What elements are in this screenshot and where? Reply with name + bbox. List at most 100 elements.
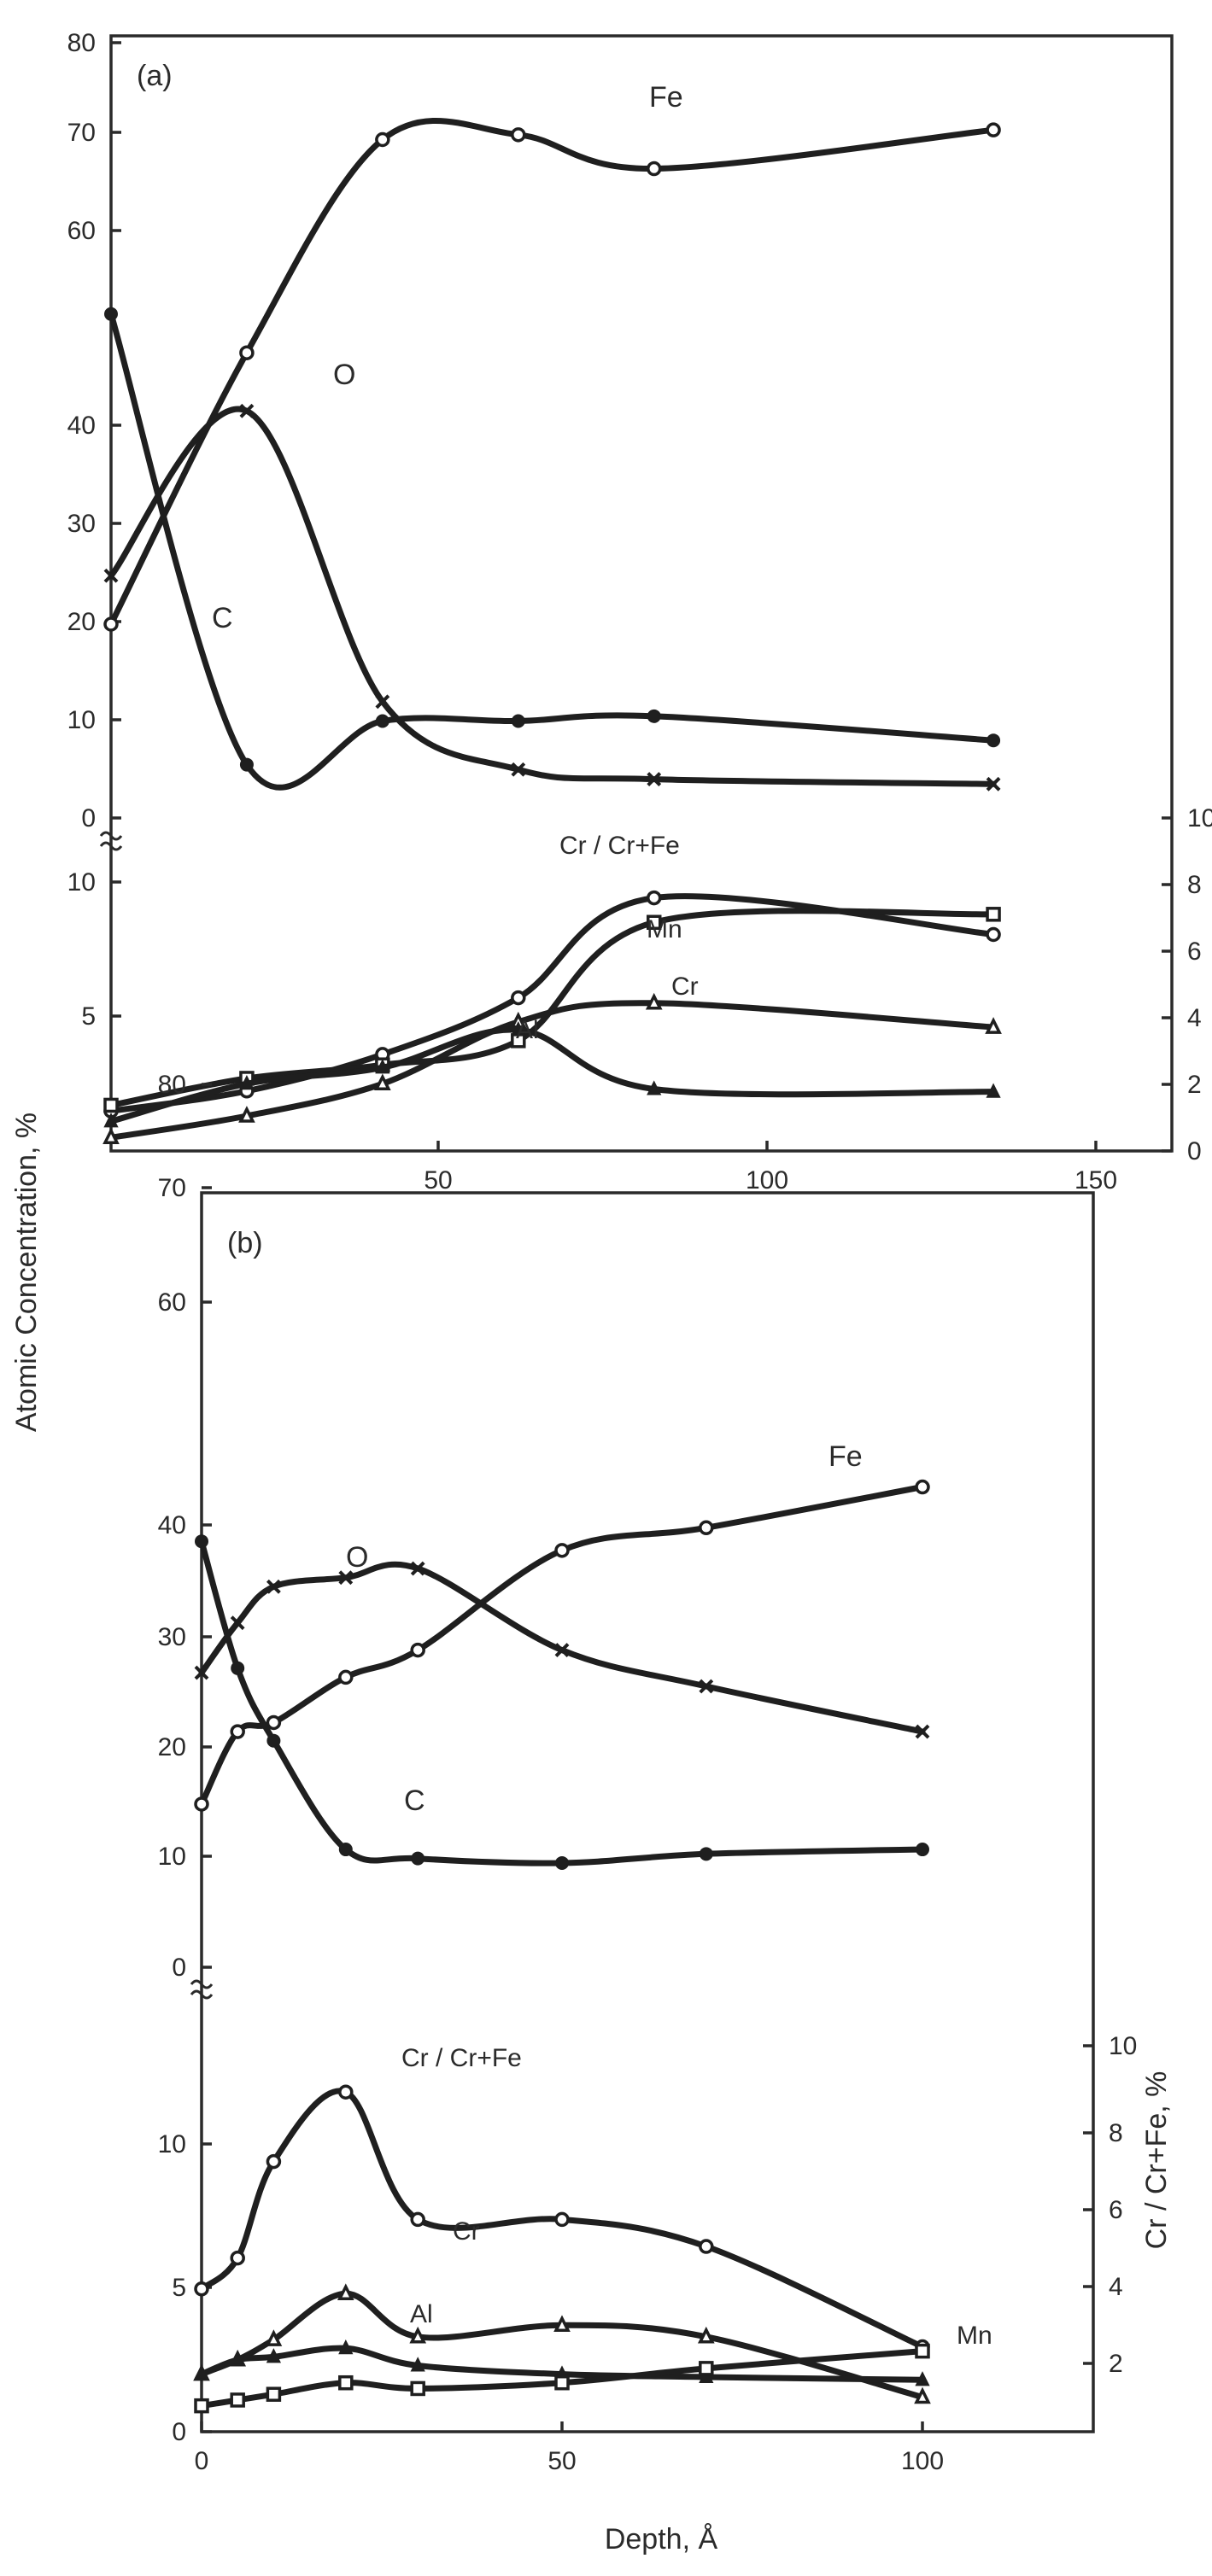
- panel-b-lower-point-al: [915, 2371, 930, 2386]
- panel-b-lower-point-cr: [409, 2326, 427, 2344]
- panel-b-lower-ytick-label: 0: [172, 2418, 186, 2446]
- panel-b-lower-point-al: [699, 2368, 714, 2383]
- panel-b-upper-point-fe: [699, 1520, 714, 1536]
- panel-b-upper-ytick-label: 30: [158, 1623, 186, 1651]
- panel-b-lower-annotation: Cr / Cr+Fe: [401, 2044, 522, 2072]
- panel-a-plot-frame: [109, 34, 1174, 1153]
- panel-a-xtick-label: 100: [746, 1166, 788, 1195]
- panel-a-upper-point-fe: [646, 161, 662, 177]
- panel-b-right-ytick-label: 2: [1109, 2350, 1123, 2378]
- panel-a-upper-point-fe: [511, 127, 526, 143]
- panel-b-lower-point-cr: [337, 2283, 354, 2300]
- panel-b-upper-point-c: [338, 1843, 353, 1857]
- panel-a-upper-point-c: [239, 757, 254, 772]
- panel-a-upper-point-c: [647, 709, 661, 723]
- panel-b-upper-ytick-label: 60: [158, 1288, 186, 1317]
- panel-b-upper-point-o-stroke: [230, 1615, 245, 1631]
- panel-b-upper-point-o: [915, 1724, 930, 1739]
- panel-a-upper-point-o: [239, 403, 255, 418]
- panel-a-lower-point-mn: [646, 914, 662, 930]
- panel-a-upper-point-o-stroke: [647, 772, 662, 787]
- panel-b-lower-point-mn: [230, 2392, 245, 2408]
- panel-b-upper-ytick-label: 80: [158, 1071, 186, 1099]
- panel-b-lower-annotation: Al: [410, 2300, 433, 2328]
- panel-b-lower-point-al: [194, 2365, 209, 2380]
- panel-b-lower-point-mn: [554, 2374, 570, 2391]
- panel-b-lower-ytick-label: 5: [172, 2274, 186, 2302]
- panel-b-right-ylabel: Cr / Cr+Fe, %: [1140, 2071, 1173, 2250]
- panel-b-upper-point-o: [338, 1570, 354, 1586]
- panel-a-lower-point-cr: [238, 1106, 255, 1123]
- panel-a-right-ytick-label: 4: [1187, 1004, 1202, 1032]
- panel-b-upper-ytick-label: 20: [158, 1733, 186, 1761]
- panel-b-upper-point-fe: [266, 1714, 282, 1731]
- panel-b-xtick-label: 50: [547, 2447, 576, 2475]
- panel-b-lower-annotation: Cr: [453, 2217, 480, 2246]
- panel-a-upper-point-fe: [239, 345, 255, 360]
- panel-b-xtick-label: 0: [195, 2447, 209, 2475]
- panel-b-upper-point-o-stroke: [338, 1570, 354, 1586]
- panel-a-upper-point-c: [104, 307, 118, 321]
- panel-b-upper-point-c: [231, 1661, 245, 1675]
- panel-b-upper-point-fe: [338, 1669, 354, 1685]
- panel-a-upper-annotation: Fe: [649, 81, 683, 114]
- panel-b-upper-point-o: [194, 1665, 209, 1680]
- panel-a-lower-annotation: Cr / Cr+Fe: [559, 832, 680, 860]
- panel-b-upper-point-fe: [554, 1543, 570, 1558]
- panel-b-lower-annotation: Mn: [957, 2322, 992, 2350]
- panel-a-lower-annotation: Mn: [647, 915, 682, 943]
- panel-a-upper-point-o-stroke: [375, 694, 390, 710]
- panel-a-upper-ytick-label: 40: [67, 412, 96, 440]
- panel-a-label: (a): [137, 60, 173, 92]
- panel-b-lower-point-crcrfe: [230, 2250, 245, 2266]
- panel-a-upper-point-o: [647, 772, 662, 787]
- panel-a-right-ytick-label: 2: [1187, 1071, 1202, 1099]
- panel-b-plot-frame: [200, 1191, 1095, 2433]
- panel-a-lower-point-al: [647, 1080, 662, 1095]
- panel-b-right-ytick-label: 6: [1109, 2196, 1123, 2224]
- panel-a-axis-break: [99, 831, 123, 851]
- panel-b-right-ytick-label: 10: [1109, 2032, 1137, 2060]
- panel-b-upper-point-o-stroke: [699, 1679, 714, 1694]
- panel-b-lower-point-al: [410, 2357, 425, 2372]
- panel-b-lower-point-crcrfe: [194, 2281, 209, 2297]
- panel-a-upper-point-c: [511, 714, 525, 728]
- panel-b-axis-break: [190, 1979, 214, 2000]
- panel-b-upper-point-fe: [410, 1642, 425, 1658]
- panel-a-lower-point-mn: [986, 907, 1001, 922]
- panel-a-lower-point-cr: [985, 1017, 1002, 1034]
- panel-b-upper-point-fe: [194, 1796, 209, 1812]
- panel-b-lower-point-al: [338, 2339, 354, 2355]
- panel-b-upper-point-c: [916, 1843, 929, 1857]
- panel-a-upper-annotation: C: [212, 602, 233, 634]
- panel-a-lower-point-al: [511, 1021, 526, 1037]
- panel-a-lower-ytick-label: 10: [67, 868, 96, 897]
- panel-b-right-ytick-label: 4: [1109, 2273, 1123, 2301]
- panel-b-upper-point-o-stroke: [266, 1579, 281, 1594]
- panel-b-upper-point-o-stroke: [915, 1724, 930, 1739]
- panel-a-upper-point-o-stroke: [103, 568, 119, 583]
- panel-b-lower-point-crcrfe: [338, 2084, 354, 2100]
- panel-b-upper-annotation: Fe: [828, 1440, 863, 1473]
- panel-b-upper-point-o: [266, 1579, 281, 1594]
- panel-a-upper-point-o: [375, 694, 390, 710]
- panel-a-upper-ytick-label: 30: [67, 510, 96, 538]
- panel-a-upper-point-fe: [103, 616, 119, 632]
- panel-b-lower-line-al: [198, 2345, 926, 2383]
- panel-b-upper-annotation: C: [404, 1785, 425, 1817]
- panel-b-upper-ytick-label: 10: [158, 1843, 186, 1871]
- panel-b-lower-ytick-label: 10: [158, 2130, 186, 2158]
- shared-y-axis-label: Atomic Concentration, %: [10, 1113, 43, 1432]
- panel-a-upper-ytick-label: 20: [67, 608, 96, 636]
- panel-a-lower-point-cr: [374, 1073, 391, 1090]
- panel-b-upper-point-fe: [230, 1724, 245, 1739]
- panel-a-upper-point-o-stroke: [511, 762, 526, 777]
- panel-a-lower-point-crcrfe: [511, 990, 526, 1006]
- panel-b-upper-point-c: [195, 1534, 208, 1549]
- panel-a-upper-ytick-label: 70: [67, 119, 96, 147]
- panel-b-lower-point-al: [230, 2351, 245, 2366]
- panel-a-right-ytick-label: 6: [1187, 938, 1202, 966]
- panel-a-upper-point-o: [511, 762, 526, 777]
- panel-a-lower-point-cr: [645, 992, 663, 1010]
- panel-b-upper-point-o-stroke: [194, 1665, 209, 1680]
